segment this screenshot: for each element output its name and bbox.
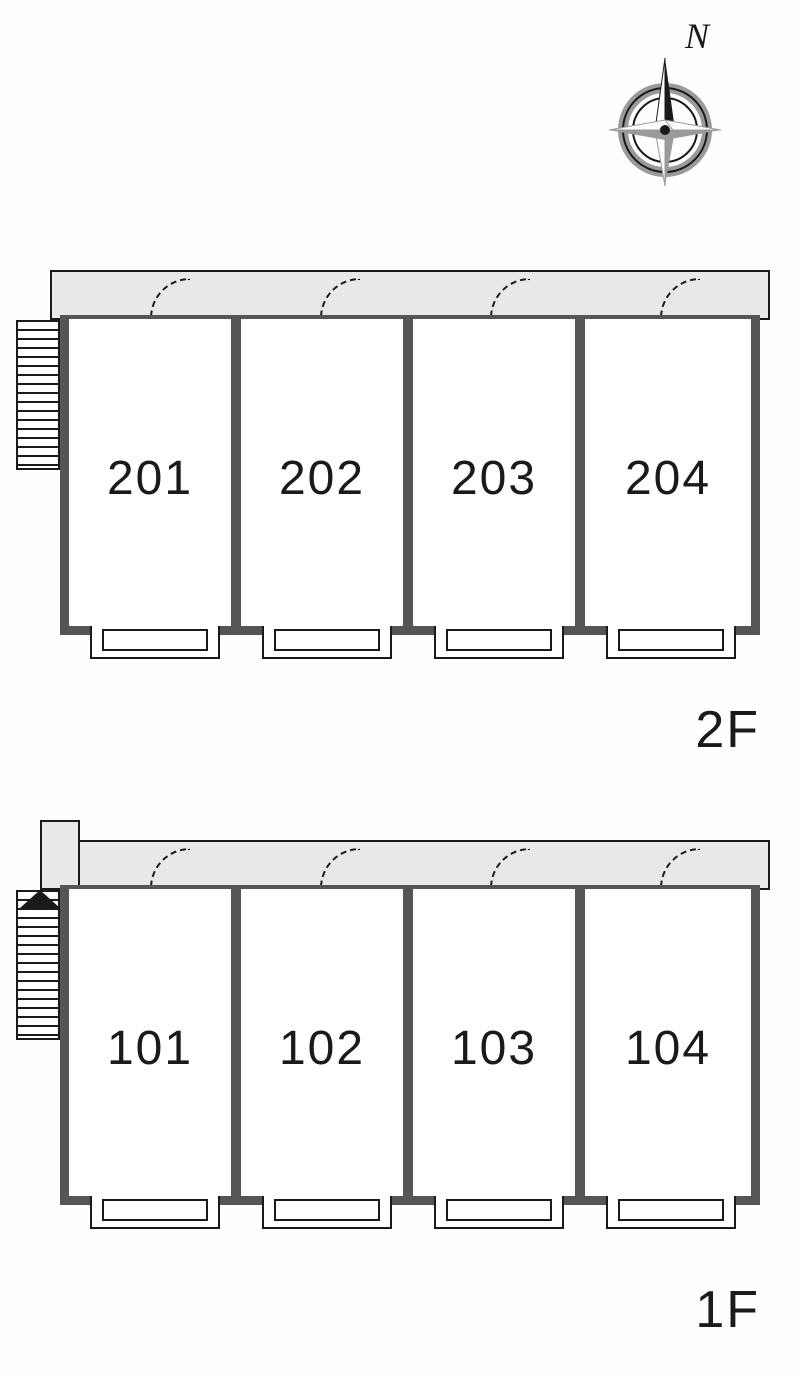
- unit-203: 203: [404, 315, 584, 635]
- balcony: [606, 626, 736, 659]
- unit-label: 102: [279, 1021, 365, 1076]
- unit-label: 103: [451, 1021, 537, 1076]
- corridor-cap: [40, 820, 80, 890]
- unit-101: 101: [60, 885, 240, 1205]
- unit-label: 204: [625, 451, 711, 506]
- unit-104: 104: [576, 885, 760, 1205]
- stairs: [16, 890, 60, 1040]
- stairs: [16, 320, 60, 470]
- compass-icon: N: [590, 20, 740, 205]
- balcony: [434, 1196, 564, 1229]
- floor-label-2F: 2F: [695, 700, 760, 760]
- balcony: [606, 1196, 736, 1229]
- compass-north-label: N: [684, 20, 711, 56]
- stair-arrow-icon: [20, 890, 60, 908]
- floor-block-1F: 101 102 103 104: [0, 840, 800, 1260]
- balcony: [90, 626, 220, 659]
- unit-201: 201: [60, 315, 240, 635]
- balcony: [90, 1196, 220, 1229]
- unit-102: 102: [232, 885, 412, 1205]
- balcony: [434, 626, 564, 659]
- floor-block-2F: 201 202 203 204: [0, 270, 800, 690]
- unit-label: 104: [625, 1021, 711, 1076]
- unit-label: 201: [107, 451, 193, 506]
- unit-204: 204: [576, 315, 760, 635]
- balcony: [262, 626, 392, 659]
- unit-label: 203: [451, 451, 537, 506]
- unit-label: 101: [107, 1021, 193, 1076]
- balcony: [262, 1196, 392, 1229]
- unit-202: 202: [232, 315, 412, 635]
- floor-label-1F: 1F: [695, 1280, 760, 1340]
- unit-label: 202: [279, 451, 365, 506]
- unit-103: 103: [404, 885, 584, 1205]
